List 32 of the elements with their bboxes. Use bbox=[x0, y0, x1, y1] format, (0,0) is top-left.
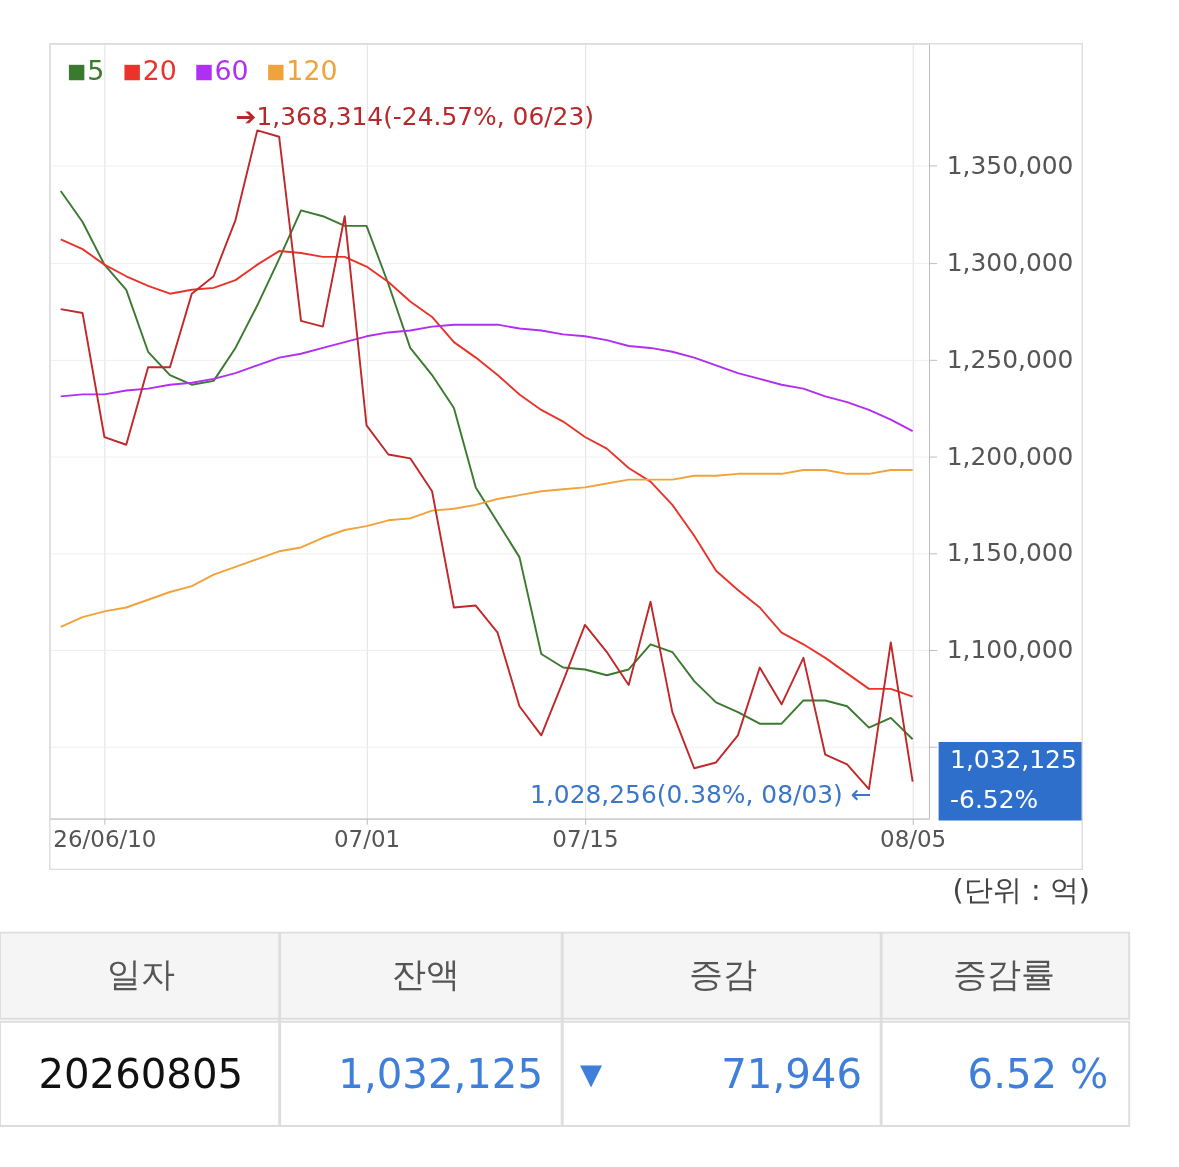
text: 잔액 bbox=[392, 954, 461, 995]
text: 20260805 bbox=[38, 1050, 244, 1097]
line-series bbox=[59, 469, 914, 628]
text: 증감 bbox=[689, 954, 758, 995]
text: (단위 : 억) bbox=[952, 873, 1090, 908]
x-tick-label: 07/01 bbox=[333, 825, 401, 852]
y-tick-label: 1,200,000 bbox=[946, 441, 1074, 471]
legend-label: 20 bbox=[142, 55, 177, 87]
y-tick-label: 1,300,000 bbox=[946, 247, 1074, 277]
y-tick-label: 1,150,000 bbox=[946, 538, 1074, 568]
text: ▼ bbox=[579, 1056, 602, 1091]
x-tick-label: 07/15 bbox=[552, 825, 619, 852]
y-tick-label: 1,100,000 bbox=[946, 635, 1074, 665]
text: 71,946 bbox=[721, 1050, 862, 1097]
annotation: 1,028,256(0.38%, 08/03) ← bbox=[530, 780, 872, 810]
text: 증감률 bbox=[952, 954, 1055, 995]
text: 일자 bbox=[106, 954, 175, 995]
annotation: ➔1,368,314(-24.57%, 06/23) bbox=[235, 102, 595, 132]
legend-label: 5 bbox=[87, 55, 105, 87]
legend-label: 120 bbox=[286, 55, 338, 87]
legend-label: 60 bbox=[214, 55, 249, 87]
text: 1,032,125 bbox=[338, 1050, 544, 1097]
text: 1,032,125 bbox=[950, 744, 1077, 774]
line-series bbox=[59, 238, 914, 698]
line-series bbox=[59, 190, 914, 741]
text: 6.52 % bbox=[967, 1050, 1109, 1097]
y-tick-label: 1,250,000 bbox=[946, 344, 1074, 374]
y-tick-label: 1,350,000 bbox=[946, 150, 1074, 180]
line-series bbox=[59, 323, 914, 433]
x-tick-label: 08/05 bbox=[880, 825, 947, 852]
text: -6.52% bbox=[950, 785, 1039, 815]
x-tick-label: 26/06/10 bbox=[53, 825, 157, 852]
